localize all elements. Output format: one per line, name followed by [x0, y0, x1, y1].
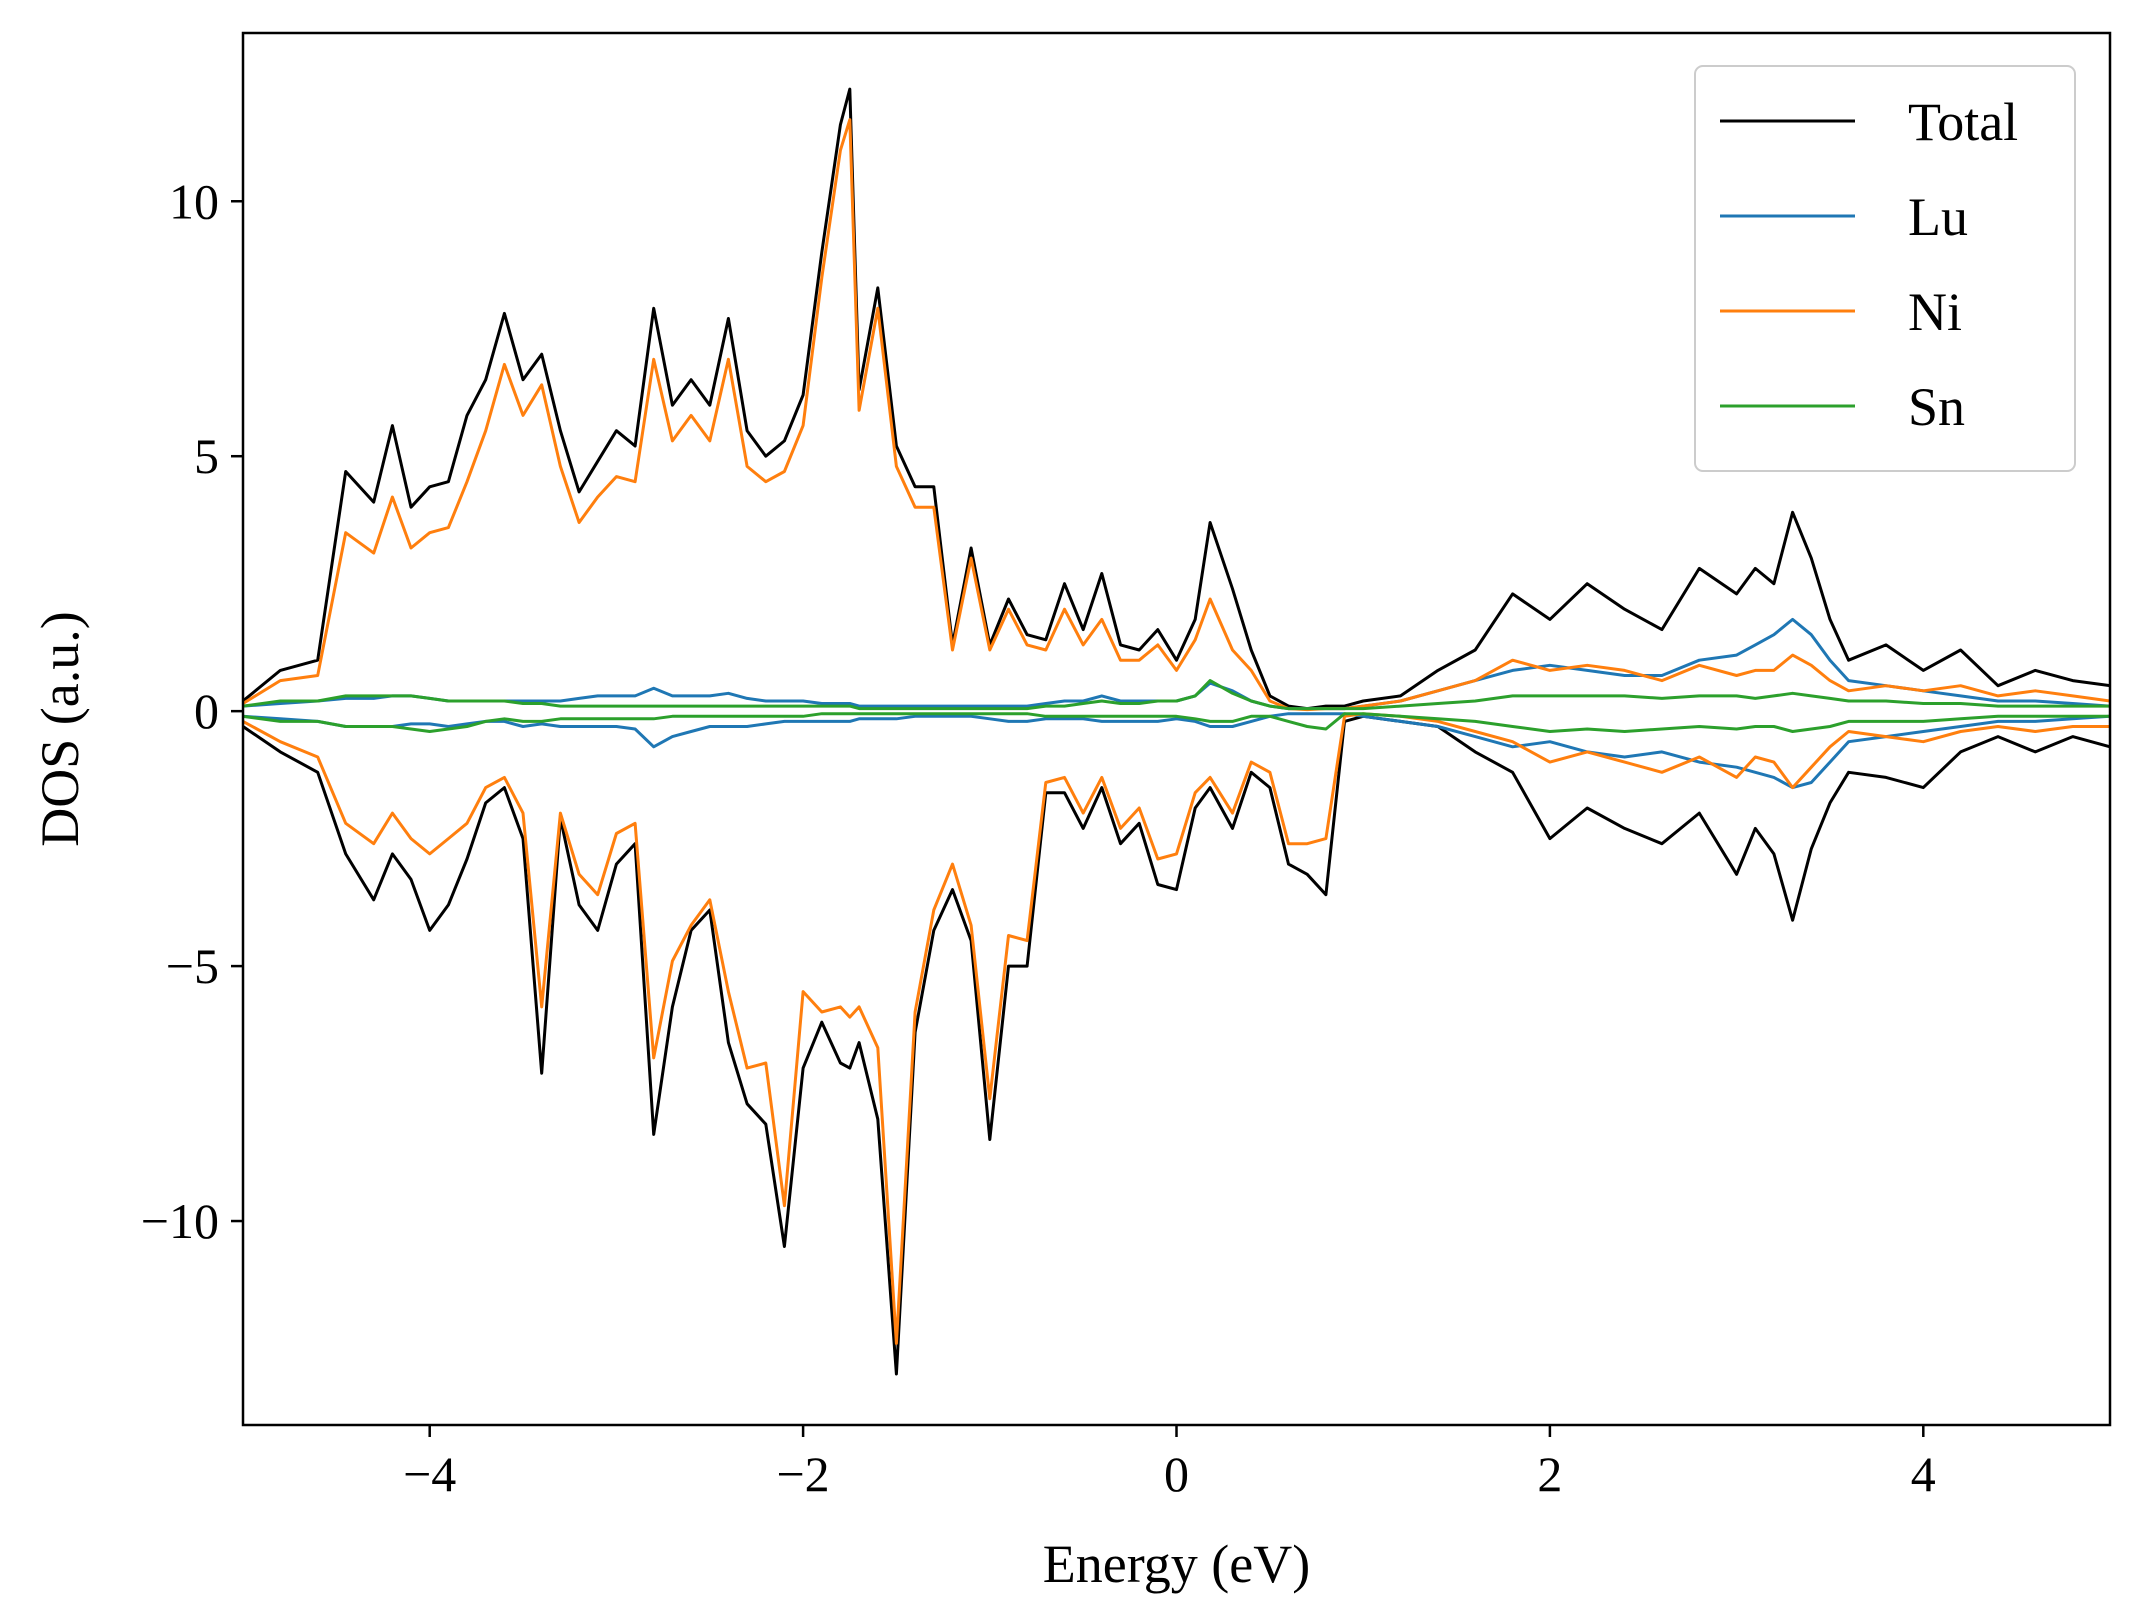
- series-line-ni-up: [243, 118, 2110, 712]
- y-tick-label: −5: [166, 938, 219, 994]
- series-line-lu-down: [243, 712, 2110, 790]
- y-tick-label: 10: [169, 173, 219, 229]
- series-layer: [243, 87, 2110, 1376]
- legend-label-total: Total: [1908, 92, 2018, 152]
- series-line-ni-down: [243, 712, 2110, 1345]
- x-tick-label: 0: [1164, 1446, 1189, 1502]
- y-tick-label: −10: [141, 1193, 219, 1249]
- legend: Total Lu Ni Sn: [1694, 65, 2076, 472]
- legend-label-ni: Ni: [1908, 282, 1962, 342]
- x-tick-label: 4: [1911, 1446, 1936, 1502]
- x-tick-label: −2: [776, 1446, 829, 1502]
- series-line-sn-down: [243, 712, 2110, 733]
- series-line-lu-up: [243, 617, 2110, 711]
- y-tick-label: 0: [194, 683, 219, 739]
- legend-label-lu: Lu: [1908, 187, 1968, 247]
- series-line-sn-up: [243, 679, 2110, 711]
- y-tick-label: 5: [194, 428, 219, 484]
- x-tick-label: 2: [1537, 1446, 1562, 1502]
- series-line-total-down: [243, 714, 2110, 1376]
- legend-box: [1694, 65, 2076, 472]
- x-tick-label: −4: [403, 1446, 456, 1502]
- y-axis-title: DOS (a.u.): [30, 611, 90, 846]
- x-axis-title: Energy (eV): [1043, 1534, 1310, 1594]
- axes-layer: −4 −2 0 2 4 10 5 0 −5 −10: [141, 173, 1936, 1502]
- series-line-total-up: [243, 87, 2110, 711]
- legend-label-sn: Sn: [1908, 377, 1965, 437]
